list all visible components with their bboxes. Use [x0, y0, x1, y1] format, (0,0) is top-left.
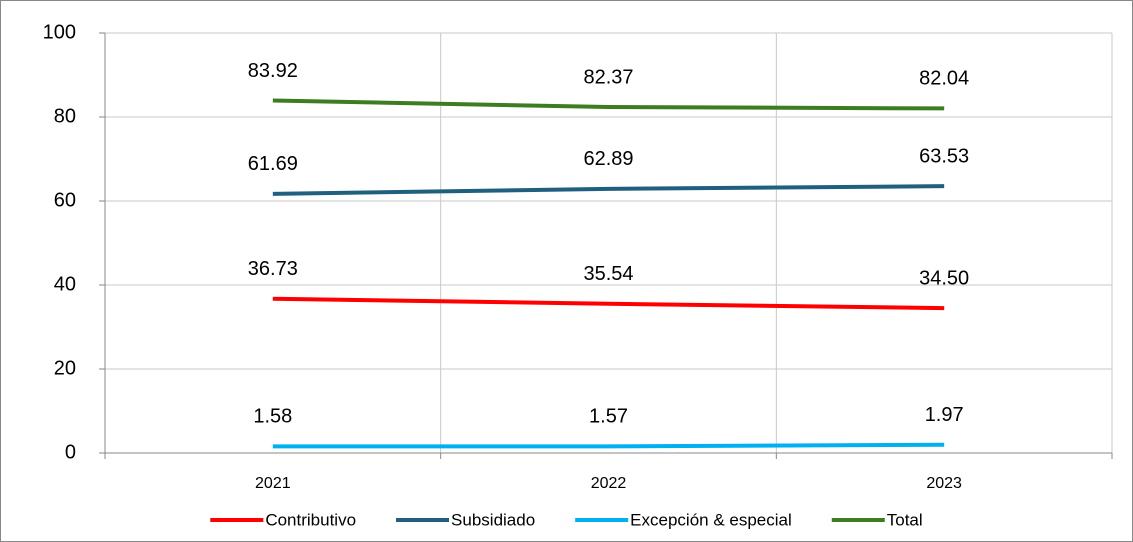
y-tick-label: 100 [43, 21, 76, 43]
y-tick-label: 20 [54, 357, 76, 379]
legend-label: Total [887, 510, 923, 529]
data-label: 62.89 [583, 148, 633, 170]
series-line [272, 98, 945, 111]
legend-label: Subsidiado [451, 510, 535, 529]
data-label: 35.54 [583, 263, 633, 285]
series-line [272, 442, 945, 449]
data-label: 34.50 [919, 267, 969, 289]
data-label: 1.58 [253, 406, 292, 428]
data-label: 1.97 [925, 404, 964, 426]
legend-label: Excepción & especial [630, 510, 792, 529]
y-tick-label: 40 [54, 273, 76, 295]
legend-item: Subsidiado [396, 510, 535, 529]
data-label: 83.92 [248, 60, 298, 82]
y-tick-label: 80 [54, 105, 76, 127]
x-tick-label: 2023 [926, 475, 962, 492]
x-tick-label: 2022 [591, 475, 627, 492]
legend-label: Contributivo [265, 510, 356, 529]
x-tick-label: 2021 [255, 475, 291, 492]
y-tick-label: 0 [65, 441, 76, 463]
data-label: 82.04 [919, 68, 969, 90]
data-label: 1.57 [589, 406, 628, 428]
data-label: 36.73 [248, 258, 298, 280]
y-tick-label: 60 [54, 189, 76, 211]
legend-item: Excepción & especial [575, 510, 792, 529]
legend-item: Contributivo [210, 510, 356, 529]
series-line [272, 184, 945, 196]
data-label: 61.69 [248, 153, 298, 175]
series-line [272, 296, 945, 311]
legend-item: Total [831, 510, 923, 529]
data-label: 63.53 [919, 145, 969, 167]
data-label: 82.37 [583, 66, 633, 88]
